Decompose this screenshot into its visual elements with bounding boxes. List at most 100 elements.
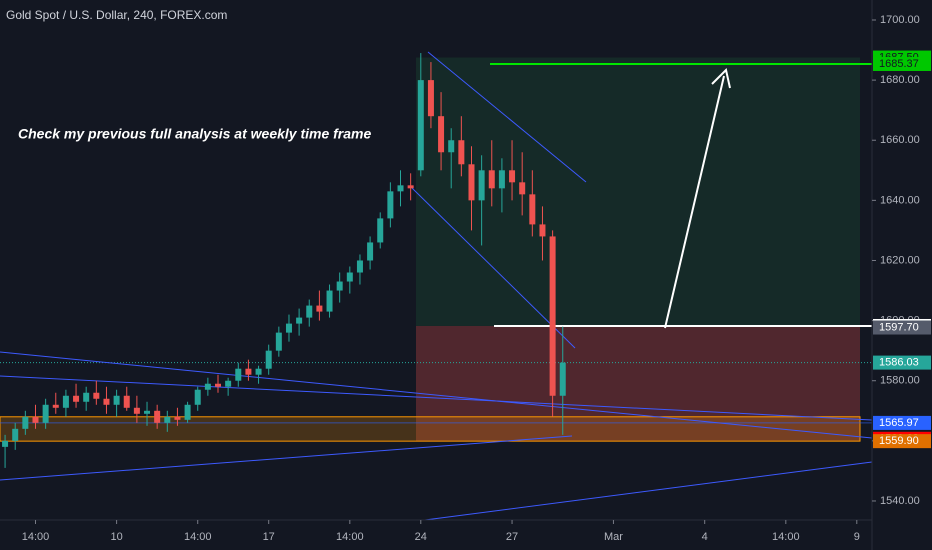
y-tick-label: 1580.00 <box>880 375 920 387</box>
candle-body <box>83 392 90 402</box>
y-tick-label: 1680.00 <box>880 74 920 86</box>
candle-body <box>113 395 120 405</box>
candle-body <box>245 368 252 375</box>
channel-line <box>427 51 587 183</box>
y-tick-label: 1640.00 <box>880 194 920 206</box>
candle-body <box>296 317 303 324</box>
x-tick-label: 14:00 <box>772 531 800 543</box>
candle-body <box>346 272 353 282</box>
support-zone <box>0 416 861 442</box>
candle-body <box>336 281 343 291</box>
candle-body <box>194 389 201 405</box>
price-label: 1559.90 <box>879 435 919 447</box>
annotation: Check my previous full analysis at weekl… <box>18 126 371 142</box>
profit-zone <box>416 57 860 326</box>
candle-body <box>306 305 313 318</box>
candle-body <box>235 368 242 381</box>
trendline <box>0 351 873 439</box>
candle-body <box>255 368 262 375</box>
candle-body <box>387 191 394 219</box>
price-label-box <box>873 355 931 370</box>
candle-body <box>184 404 191 420</box>
candle-body <box>539 224 546 237</box>
loss-zone <box>416 325 860 442</box>
axes: 1540.001560.001580.001600.001620.001640.… <box>22 14 931 543</box>
candle-body <box>458 140 465 165</box>
candle-body <box>519 182 526 195</box>
arrow <box>664 75 725 329</box>
candle-body <box>417 80 424 171</box>
x-tick-label: 9 <box>854 531 860 543</box>
candle-body <box>164 416 171 423</box>
candle-body <box>225 380 232 387</box>
y-tick-label: 1540.00 <box>880 495 920 507</box>
candle-body <box>144 410 151 414</box>
candle-body <box>316 305 323 312</box>
y-tick-label: 1620.00 <box>880 254 920 266</box>
candle-body <box>478 170 485 201</box>
price-label-box <box>873 320 931 335</box>
trendline <box>0 375 873 421</box>
x-tick-label: 24 <box>415 531 427 543</box>
candle-body <box>509 170 516 183</box>
candle-body <box>438 116 445 153</box>
trendline <box>0 435 573 481</box>
zones <box>0 57 872 442</box>
candle-body <box>427 80 434 117</box>
candle-body <box>498 170 505 189</box>
candle-body <box>367 242 374 261</box>
candle-body <box>12 428 19 441</box>
channel-line <box>411 187 576 349</box>
candle-body <box>73 395 80 402</box>
candle-body <box>265 350 272 369</box>
x-tick-label: 4 <box>702 531 708 543</box>
price-label-box <box>873 415 931 430</box>
price-label: 1586.03 <box>879 357 919 369</box>
price-label: 1685.37 <box>879 58 919 70</box>
drawings <box>0 51 873 521</box>
arrow-head <box>711 68 731 89</box>
candle-body <box>2 440 9 447</box>
candle-body <box>52 404 59 408</box>
candle-body <box>174 416 181 420</box>
candle-body <box>488 170 495 189</box>
candle-body <box>133 407 140 414</box>
candle-body <box>529 194 536 225</box>
candle-body <box>285 323 292 333</box>
price-label: 1597.70 <box>879 321 919 333</box>
candle-body <box>32 416 39 423</box>
x-tick-label: 17 <box>263 531 275 543</box>
candle-body <box>215 383 221 387</box>
x-tick-label: 14:00 <box>22 531 50 543</box>
candle-body <box>407 185 414 189</box>
x-tick-label: 27 <box>506 531 518 543</box>
candle-body <box>204 383 211 390</box>
trendline <box>424 461 873 521</box>
candle-body <box>103 398 110 405</box>
candle-body <box>448 140 455 153</box>
price-label-box <box>873 56 931 71</box>
candle-body <box>275 332 282 351</box>
candle-body <box>123 395 130 408</box>
candle-body <box>62 395 69 408</box>
y-tick-label: 1660.00 <box>880 134 920 146</box>
candle-body <box>377 218 384 243</box>
price-label-box <box>873 434 931 449</box>
candle-body <box>326 290 333 312</box>
candle-body <box>549 236 556 396</box>
price-label: 1565.97 <box>879 417 919 429</box>
y-tick-label: 1700.00 <box>880 14 920 26</box>
candle-body <box>559 362 566 396</box>
x-tick-label: 14:00 <box>184 531 212 543</box>
candle-body <box>93 392 100 399</box>
x-tick-label: 10 <box>110 531 122 543</box>
candle-body <box>154 410 161 423</box>
chart-title: Gold Spot / U.S. Dollar, 240, FOREX.com <box>6 8 227 22</box>
candle-body <box>356 260 363 273</box>
candle-body <box>42 404 49 423</box>
x-tick-label: Mar <box>604 531 623 543</box>
candle-body <box>22 416 29 429</box>
